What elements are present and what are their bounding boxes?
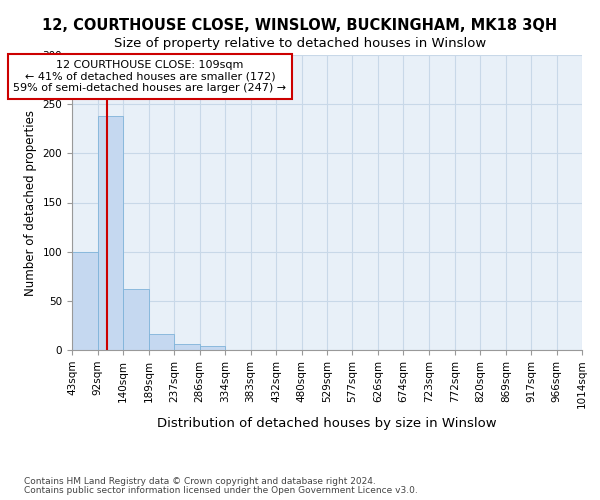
X-axis label: Distribution of detached houses by size in Winslow: Distribution of detached houses by size …	[157, 416, 497, 430]
Text: 12, COURTHOUSE CLOSE, WINSLOW, BUCKINGHAM, MK18 3QH: 12, COURTHOUSE CLOSE, WINSLOW, BUCKINGHA…	[43, 18, 557, 32]
Bar	[72, 252, 98, 350]
Bar	[149, 334, 174, 350]
Text: 12 COURTHOUSE CLOSE: 109sqm
← 41% of detached houses are smaller (172)
59% of se: 12 COURTHOUSE CLOSE: 109sqm ← 41% of det…	[13, 60, 287, 93]
Y-axis label: Number of detached properties: Number of detached properties	[24, 110, 37, 296]
Bar	[174, 344, 200, 350]
Text: Contains HM Land Registry data © Crown copyright and database right 2024.: Contains HM Land Registry data © Crown c…	[24, 477, 376, 486]
Text: Size of property relative to detached houses in Winslow: Size of property relative to detached ho…	[114, 38, 486, 51]
Bar	[200, 346, 225, 350]
Text: Contains public sector information licensed under the Open Government Licence v3: Contains public sector information licen…	[24, 486, 418, 495]
Bar	[98, 116, 123, 350]
Bar	[123, 289, 149, 350]
